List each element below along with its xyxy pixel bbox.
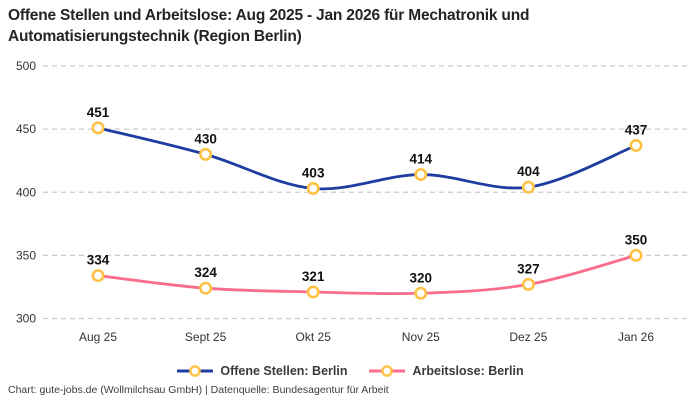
data-point-label: 320 [410,270,433,285]
legend-item-offene-stellen[interactable]: Offene Stellen: Berlin [176,364,347,378]
data-point-label: 430 [194,131,217,146]
y-tick-label: 450 [16,122,36,136]
x-tick-label: Dez 25 [509,330,547,344]
y-tick-label: 350 [16,248,36,262]
x-tick-label: Okt 25 [296,330,332,344]
data-point-label: 451 [87,105,110,120]
data-point-label: 350 [625,232,648,247]
series-line-0 [96,126,638,191]
legend-swatch-arbeitslose [369,365,406,377]
y-tick-label: 400 [16,185,36,199]
data-point-marker[interactable] [91,121,105,135]
chart-footer: Chart: gute-jobs.de (Wollmilchsau GmbH) … [8,384,389,396]
legend-label-arbeitslose: Arbeitslose: Berlin [412,364,524,378]
data-point-label: 324 [194,265,217,280]
legend-label-offene-stellen: Offene Stellen: Berlin [220,364,348,378]
data-point-label: 437 [625,123,648,138]
legend-marker-1 [381,365,394,377]
data-point-label: 403 [302,165,325,180]
data-point-marker[interactable] [629,248,643,262]
x-tick-label: Sept 25 [185,330,227,344]
data-point-marker[interactable] [199,281,213,295]
data-point-label: 334 [87,253,110,268]
chart-legend: Offene Stellen: Berlin Arbeitslose: Berl… [0,361,700,381]
data-point-label: 404 [517,164,540,179]
y-tick-label: 300 [16,312,36,326]
x-tick-label: Nov 25 [402,330,440,344]
series-line-1 [96,253,638,296]
y-tick-label: 500 [16,59,36,73]
data-point-marker[interactable] [306,285,320,299]
data-point-marker[interactable] [521,277,535,291]
data-point-marker[interactable] [306,181,320,195]
legend-marker-0 [189,365,202,377]
data-point-label: 321 [302,269,325,284]
data-point-marker[interactable] [629,139,643,153]
data-point-label: 327 [517,261,540,276]
x-tick-label: Aug 25 [79,330,117,344]
data-point-marker[interactable] [521,180,535,194]
legend-item-arbeitslose[interactable]: Arbeitslose: Berlin [368,364,524,378]
data-point-marker[interactable] [199,147,213,161]
data-point-marker[interactable] [414,168,428,182]
data-point-marker[interactable] [414,286,428,300]
data-point-marker[interactable] [91,269,105,283]
chart-title: Offene Stellen und Arbeitslose: Aug 2025… [8,7,530,45]
legend-swatch-offene-stellen [177,365,214,377]
x-tick-label: Jan 26 [618,330,654,344]
data-point-label: 414 [410,152,433,167]
